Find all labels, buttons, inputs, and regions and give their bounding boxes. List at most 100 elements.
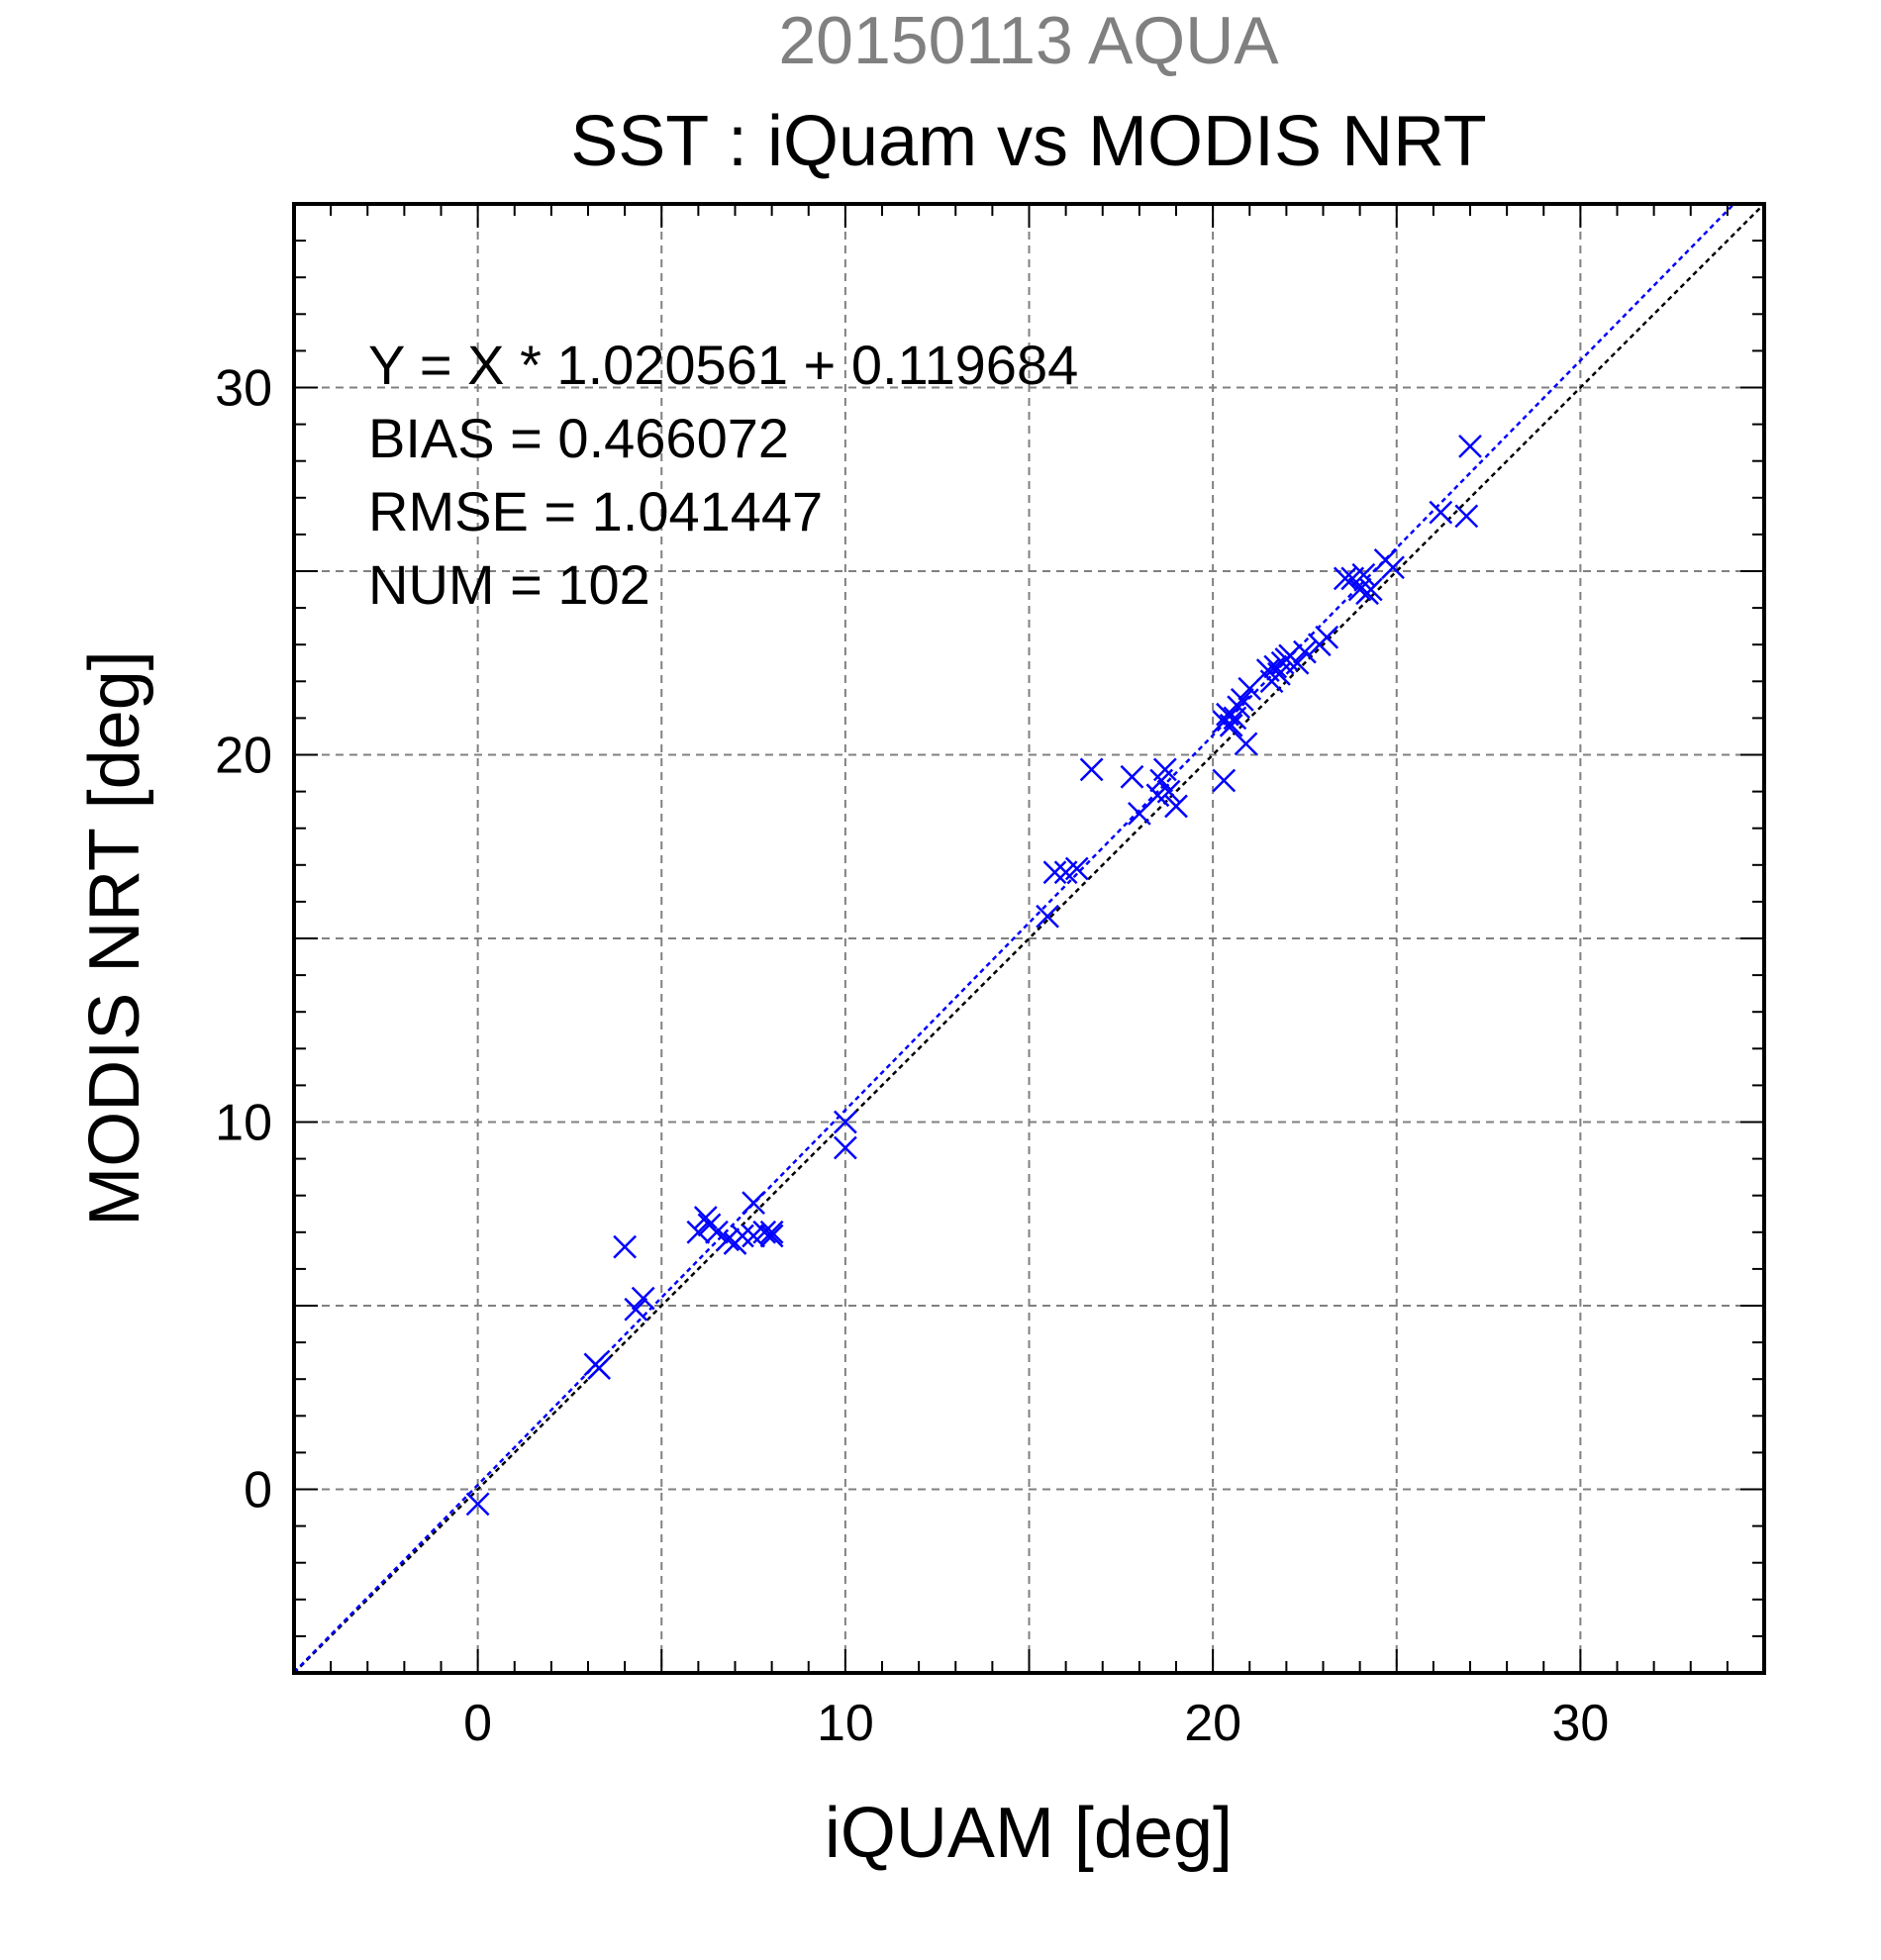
data-point-stroke [613,1234,638,1259]
x-tick-label: 10 [817,1695,874,1752]
data-point-stroke [731,1224,754,1248]
identity-line [293,203,1765,1674]
data-point [1381,555,1405,580]
data-point [1458,434,1482,458]
data-point [742,1191,765,1216]
data-point [1230,687,1254,712]
data-point [1152,757,1177,782]
data-point-stroke [759,1224,784,1248]
data-point [1064,856,1089,881]
y-tick-labels: 0 10 20 30 [215,360,272,1519]
data-point-stroke [1230,687,1254,712]
data-point-stroke [1429,500,1453,525]
data-point-stroke [1285,650,1310,675]
data-point-stroke [1315,625,1339,649]
data-point [693,1206,718,1229]
data-point [1164,794,1188,819]
y-tick-label: 30 [215,360,272,418]
x-tick-label: 0 [463,1695,492,1752]
data-point-stroke [1293,639,1317,664]
data-point-stroke [1152,757,1177,782]
data-point-stroke [833,1110,857,1134]
data-point [587,1356,612,1380]
data-point-stroke [1156,779,1181,804]
regression-fit-line [293,203,1735,1674]
data-point-stroke [1042,860,1067,885]
stats-annotation: Y = X * 1.020561 + 0.119684 [368,334,1078,396]
data-point-stroke [1381,555,1405,580]
data-point [1127,801,1151,826]
data-point [624,1297,648,1322]
data-point-stroke [1064,856,1089,881]
data-point-stroke [716,1227,740,1252]
data-point [1358,577,1383,602]
reference-lines [293,203,1765,1674]
data-point [705,1220,729,1244]
data-point [1227,695,1250,720]
data-point [1120,764,1144,789]
data-point-stroke [705,1220,729,1244]
stats-annotation: RMSE = 1.041447 [368,480,823,542]
y-tick-label: 10 [215,1095,272,1152]
data-point-stroke [631,1286,655,1311]
data-point-stroke [742,1191,765,1216]
data-point [465,1492,490,1517]
data-point-stroke [465,1492,490,1517]
data-point-stroke [1164,794,1188,819]
data-point [1219,713,1243,737]
data-point [1347,577,1372,602]
data-point [1079,757,1104,782]
data-point [759,1224,784,1248]
data-point [1263,654,1288,679]
data-point-stroke [624,1297,648,1322]
data-point [1238,676,1262,701]
data-point-stroke [1212,768,1237,793]
x-tick-labels: 0 10 20 30 [463,1695,1609,1752]
data-point [1234,732,1258,756]
y-axis-label: MODIS NRT [deg] [75,650,154,1226]
data-point-stroke [752,1220,777,1244]
y-tick-label: 0 [244,1462,272,1519]
data-point [1293,639,1317,664]
data-point-stroke [1227,695,1250,720]
data-point [1315,625,1339,649]
data-point-stroke [1079,757,1104,782]
data-point [833,1135,857,1160]
data-point [631,1286,655,1311]
y-tick-label: 20 [215,728,272,785]
stats-annotation: NUM = 102 [368,553,650,616]
data-point-stroke [1263,654,1288,679]
data-point-stroke [1234,732,1258,756]
data-point-stroke [1036,904,1059,929]
data-point-stroke [693,1206,718,1229]
data-point [1285,650,1310,675]
x-tick-label: 20 [1184,1695,1241,1752]
data-point-stroke [1120,764,1144,789]
plot-frame [292,202,1766,1675]
stats-annotation: BIAS = 0.466072 [368,407,789,469]
data-point [1042,860,1067,885]
data-point-stroke [1219,713,1243,737]
data-point [1156,779,1181,804]
data-point [1429,500,1453,525]
data-point [833,1110,857,1134]
data-point [1454,504,1479,529]
data-point-stroke [833,1135,857,1160]
data-point [752,1220,777,1244]
data-point-stroke [1454,504,1479,529]
data-point [613,1234,638,1259]
data-point-stroke [1351,562,1376,587]
data-point [1333,566,1357,591]
grid-lines [294,204,1764,1673]
data-point [1212,768,1237,793]
data-point [716,1227,740,1252]
chart-title: SST : iQuam vs MODIS NRT [570,102,1487,181]
data-point-stroke [1255,658,1280,683]
x-axis-label: iQUAM [deg] [825,1794,1233,1873]
chart-subtitle: 20150113 AQUA [778,3,1279,78]
data-point-stroke [1358,577,1383,602]
data-point-stroke [1347,577,1372,602]
data-point-stroke [759,1220,784,1244]
data-point [759,1220,784,1244]
